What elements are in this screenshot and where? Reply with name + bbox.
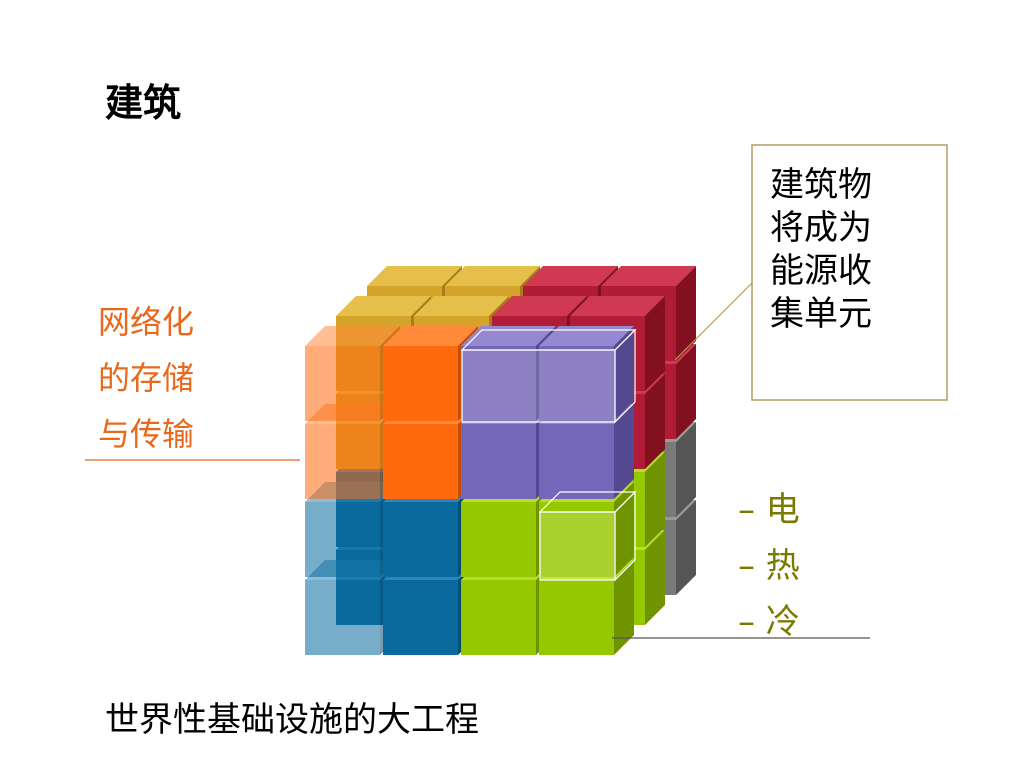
cube-face [383, 346, 458, 421]
text-line: – 热 [738, 546, 800, 586]
cube-face [539, 326, 634, 346]
text-line: 建筑物 [770, 165, 872, 205]
cube-face [461, 349, 616, 423]
footer-text: 世界性基础设施的大工程 [105, 700, 479, 740]
cube-face [336, 296, 431, 316]
cube-face [645, 296, 665, 391]
cube-face [367, 266, 462, 286]
cube-face [614, 560, 634, 655]
cube-face [305, 502, 380, 577]
text-line: 能源收 [770, 251, 872, 291]
callout-pointer [674, 282, 753, 361]
cube-face [461, 502, 536, 577]
cube-face [305, 326, 400, 346]
cube-face [461, 346, 536, 421]
text-line: 将成为 [770, 208, 872, 248]
cube-face [645, 374, 665, 469]
cube-face [305, 424, 380, 499]
cube-face [539, 424, 614, 499]
cube-face [614, 404, 634, 499]
cube-face [614, 326, 634, 421]
cube-face [676, 422, 696, 517]
callout-box [751, 144, 948, 401]
cube-face [614, 490, 636, 582]
cube-face [570, 296, 665, 316]
cube-face [305, 580, 380, 655]
cube-face [414, 296, 509, 316]
cube-face [676, 500, 696, 595]
cube-face [383, 502, 458, 577]
right-label: – 电 – 热 – 冷 [738, 482, 800, 650]
cube-face [461, 424, 536, 499]
cube-face [614, 328, 636, 424]
text-line: – 冷 [738, 602, 800, 642]
text-line: 集单元 [770, 294, 872, 334]
slide-title: 建筑 [105, 81, 182, 125]
cube-face [461, 326, 556, 346]
callout-text: 建筑物 将成为 能源收 集单元 [770, 164, 872, 336]
cube-face [539, 580, 614, 655]
cube-face [539, 502, 614, 577]
cube-face [645, 452, 665, 547]
cube-face [445, 266, 540, 286]
cube-face [601, 266, 696, 286]
cube-face [676, 266, 696, 361]
cube-face [383, 326, 478, 346]
cube-face [645, 530, 665, 625]
cube-face [539, 511, 616, 581]
cube-face [539, 346, 614, 421]
cube-face [383, 424, 458, 499]
text-line: 的存储 [98, 359, 195, 397]
cube-face [492, 296, 587, 316]
cube-face [614, 482, 634, 577]
left-label: 网络化 的存储 与传输 [98, 294, 194, 462]
cube-face [305, 346, 380, 421]
cube-face [461, 580, 536, 655]
cube-face [676, 344, 696, 439]
text-line: 网络化 [98, 303, 195, 341]
cube-face [383, 580, 458, 655]
text-line: – 电 [738, 490, 800, 530]
cube-face [523, 266, 618, 286]
text-line: 与传输 [98, 415, 195, 453]
